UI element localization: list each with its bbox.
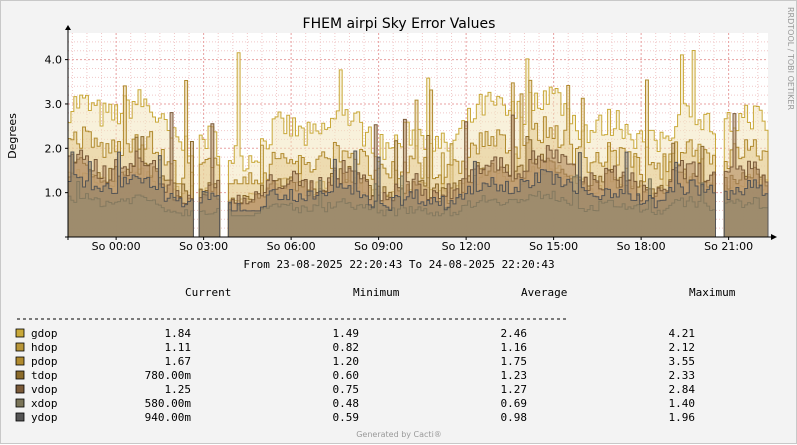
axes — [65, 25, 777, 240]
legend-average-pdop: 1.75 — [501, 355, 528, 368]
y-axis-label: Degrees — [6, 113, 19, 159]
legend-average-gdop: 2.46 — [501, 327, 528, 340]
y-tick-label: 4.0 — [45, 54, 63, 67]
series-area-ydop — [723, 179, 769, 238]
legend-table: gdop 1.84 1.49 2.46 4.21 hdop 1.11 0.82 1.16 2.12… — [15, 327, 696, 424]
legend-current-pdop: 1.67 — [165, 355, 192, 368]
legend-minimum-pdop: 1.20 — [333, 355, 360, 368]
col-maximum: Maximum — [689, 286, 736, 299]
legend-current-tdop: 780.00m — [145, 369, 192, 382]
x-tick-label: So 15:00 — [529, 240, 578, 253]
legend-header: Current Minimum Average Maximum — [185, 286, 736, 299]
y-tick-label: 1.0 — [45, 187, 63, 200]
legend-average-hdop: 1.16 — [501, 341, 528, 354]
x-tick-label: So 18:00 — [617, 240, 666, 253]
legend-name-ydop: ydop — [31, 411, 58, 424]
legend-maximum-tdop: 2.33 — [669, 369, 696, 382]
y-tick-label: 2.0 — [45, 142, 63, 155]
legend-minimum-gdop: 1.49 — [333, 327, 360, 340]
x-tick-label: So 03:00 — [179, 240, 228, 253]
x-tick-label: So 09:00 — [354, 240, 403, 253]
legend-maximum-hdop: 2.12 — [669, 341, 696, 354]
x-tick-label: So 06:00 — [267, 240, 316, 253]
col-average: Average — [521, 286, 567, 299]
legend-swatch-vdop — [15, 384, 25, 394]
legend-maximum-ydop: 1.96 — [669, 411, 696, 424]
x-tick-label: So 21:00 — [704, 240, 753, 253]
x-tick-label: So 12:00 — [442, 240, 491, 253]
legend-current-vdop: 1.25 — [165, 383, 192, 396]
y-tick-label: 3.0 — [45, 98, 63, 111]
x-tick-labels: So 00:00 So 03:00 So 06:00 So 09:00 So 12:00… — [92, 240, 753, 253]
legend-average-xdop: 0.69 — [501, 397, 528, 410]
legend-current-gdop: 1.84 — [165, 327, 192, 340]
series-areas — [67, 49, 769, 238]
x-tick-label: So 00:00 — [92, 240, 141, 253]
legend-maximum-gdop: 4.21 — [669, 327, 696, 340]
time-range: From 23-08-2025 22:20:43 To 24-08-2025 2… — [243, 258, 554, 271]
legend-maximum-xdop: 1.40 — [669, 397, 696, 410]
legend-current-hdop: 1.11 — [165, 341, 192, 354]
legend-minimum-ydop: 0.59 — [333, 411, 360, 424]
series-area-ydop — [67, 151, 194, 238]
legend-minimum-xdop: 0.48 — [333, 397, 360, 410]
y-axis-arrow — [65, 25, 71, 30]
legend-current-ydop: 940.00m — [145, 411, 192, 424]
legend-maximum-pdop: 3.55 — [669, 355, 696, 368]
legend-average-vdop: 1.27 — [501, 383, 528, 396]
legend-maximum-vdop: 2.84 — [669, 383, 696, 396]
legend-name-xdop: xdop — [31, 397, 58, 410]
legend-name-tdop: tdop — [31, 369, 58, 382]
legend-swatch-pdop — [15, 356, 25, 366]
legend-name-vdop: vdop — [31, 383, 58, 396]
legend-swatch-tdop — [15, 370, 25, 380]
legend-average-ydop: 0.98 — [501, 411, 528, 424]
legend-swatch-xdop — [15, 398, 25, 408]
legend-minimum-tdop: 0.60 — [333, 369, 360, 382]
legend-name-hdop: hdop — [31, 341, 58, 354]
legend-minimum-vdop: 0.75 — [333, 383, 360, 396]
rrdtool-watermark: RRDTOOL / TOBI OETIKER — [786, 7, 795, 110]
series-area-ydop — [198, 190, 221, 238]
legend-name-pdop: pdop — [31, 355, 58, 368]
chart-title: FHEM airpi Sky Error Values — [303, 16, 496, 32]
legend-swatch-gdop — [15, 328, 25, 338]
legend-swatch-hdop — [15, 342, 25, 352]
col-minimum: Minimum — [353, 286, 400, 299]
x-axis-arrow — [771, 234, 777, 240]
legend-average-tdop: 1.23 — [501, 369, 528, 382]
legend-minimum-hdop: 0.82 — [333, 341, 360, 354]
legend-swatch-ydop — [15, 412, 25, 422]
col-current: Current — [185, 286, 231, 299]
series-area-ydop — [227, 150, 716, 238]
y-tick-labels: 1.0 2.0 3.0 4.0 — [45, 54, 63, 200]
footer-credit: Generated by Cacti® — [356, 430, 442, 439]
legend-current-xdop: 580.00m — [145, 397, 192, 410]
legend-name-gdop: gdop — [31, 327, 58, 340]
